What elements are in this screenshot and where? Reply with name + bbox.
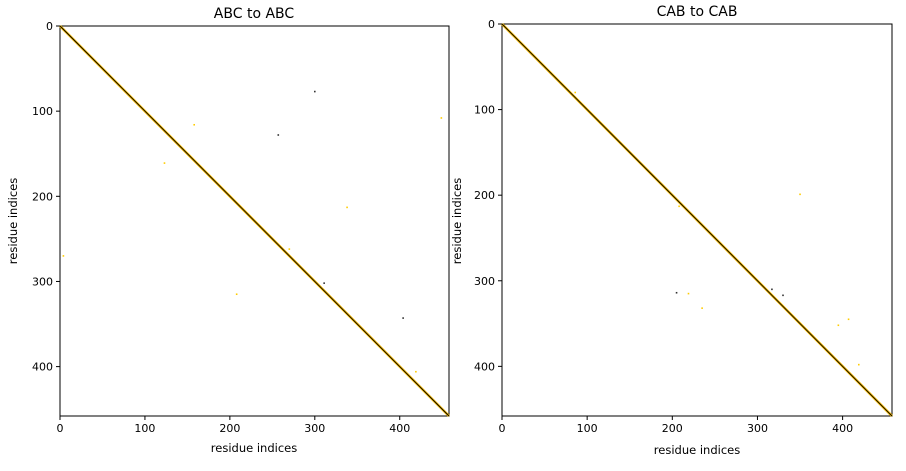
x-tick-label: 300 [747, 422, 768, 435]
y-axis-label: residue indices [6, 178, 20, 264]
contact-point [687, 292, 690, 295]
contact-marks [501, 23, 893, 417]
x-tick-label: 200 [219, 422, 240, 435]
y-tick-label: 200 [474, 189, 495, 202]
y-tick-label: 100 [32, 105, 53, 118]
x-tick-label: 300 [304, 422, 325, 435]
contact-point [193, 123, 195, 126]
diagonal-line [501, 23, 893, 417]
contact-point [277, 134, 280, 136]
contact-point [782, 294, 784, 297]
contact-point [402, 317, 404, 319]
contact-point [701, 307, 703, 309]
contact-point [323, 282, 325, 284]
contact-point [314, 90, 316, 93]
y-axis-ticks: 0 100 200 300 400 [474, 18, 502, 373]
y-tick-label: 0 [488, 18, 495, 31]
heatmap-panel-cab: CAB to CAB 0 100 200 300 400 0 100 200 300 400 r… [450, 4, 893, 457]
x-tick-label: 400 [832, 422, 853, 435]
y-tick-label: 200 [32, 190, 53, 203]
contact-point [440, 117, 443, 119]
y-tick-label: 400 [32, 361, 53, 374]
contact-marks [59, 25, 450, 417]
chart-title: ABC to ABC [214, 6, 295, 22]
y-axis-ticks: 0 100 200 300 400 [32, 20, 60, 374]
x-tick-label: 100 [134, 422, 155, 435]
x-tick-label: 0 [57, 422, 64, 435]
contact-point [771, 288, 773, 291]
y-tick-label: 0 [46, 20, 53, 33]
y-axis-label: residue indices [450, 178, 464, 264]
contact-point [346, 206, 348, 209]
contact-point [62, 255, 65, 257]
contact-point [235, 293, 238, 296]
contact-point [678, 205, 680, 208]
heatmap-panel-abc: ABC to ABC 0 100 200 300 400 0 100 200 300 400 r… [6, 6, 450, 455]
contact-point [288, 248, 291, 250]
y-tick-label: 100 [474, 104, 495, 117]
contact-point [163, 162, 166, 164]
contact-point [857, 363, 860, 366]
x-tick-label: 400 [389, 422, 410, 435]
x-axis-ticks: 0 100 200 300 400 [499, 416, 853, 435]
contact-point [574, 91, 577, 94]
contact-point [415, 370, 417, 373]
contact-point [799, 193, 801, 196]
contact-point [675, 291, 678, 294]
contact-point [837, 324, 840, 327]
x-axis-label: residue indices [211, 441, 297, 455]
x-axis-ticks: 0 100 200 300 400 [57, 416, 410, 435]
contact-point [847, 318, 850, 321]
chart-title: CAB to CAB [657, 4, 738, 20]
y-tick-label: 300 [474, 275, 495, 288]
x-axis-label: residue indices [654, 443, 740, 457]
diagonal-line [59, 25, 450, 417]
x-tick-label: 0 [499, 422, 506, 435]
x-tick-label: 200 [662, 422, 683, 435]
y-tick-label: 300 [32, 275, 53, 288]
y-tick-label: 400 [474, 360, 495, 373]
x-tick-label: 100 [577, 422, 598, 435]
